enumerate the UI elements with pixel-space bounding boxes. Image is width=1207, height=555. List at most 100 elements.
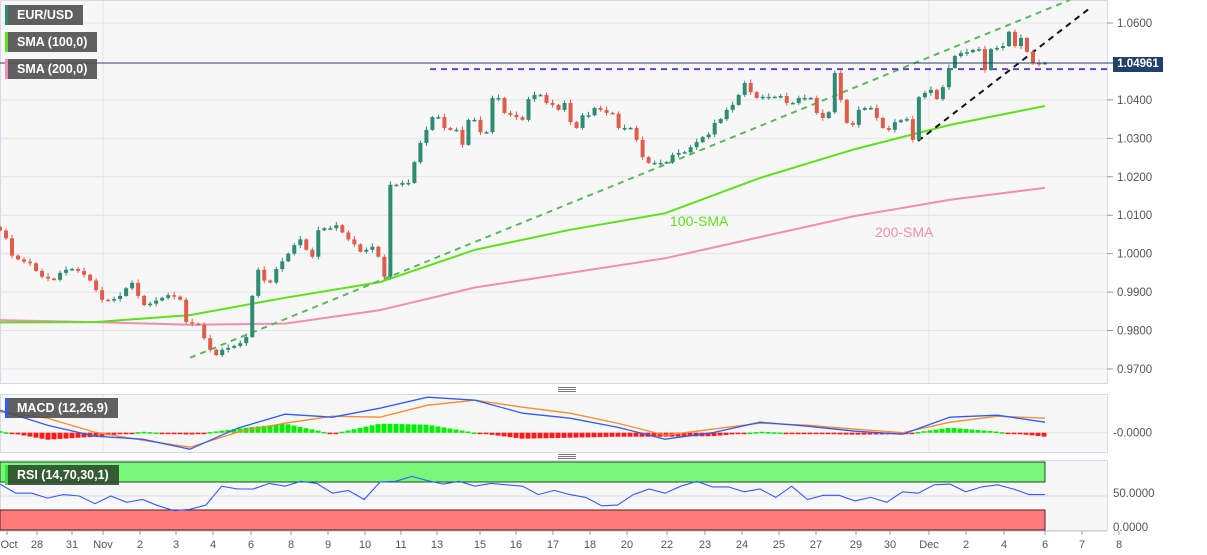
- candle-up: [772, 96, 777, 99]
- macd-histogram-bar-positive: [303, 428, 309, 433]
- legend-sma200[interactable]: SMA (200,0): [5, 59, 98, 79]
- legend-rsi[interactable]: RSI (14,70,30,1): [5, 465, 119, 485]
- price-tick-label: 1.0600: [1117, 18, 1152, 30]
- candle-up: [694, 142, 699, 148]
- macd-histogram-bar-negative: [93, 432, 99, 437]
- candle-up: [538, 94, 543, 97]
- candle-up: [70, 269, 75, 271]
- macd-histogram-bar-positive: [225, 429, 231, 433]
- macd-histogram-bar-positive: [411, 424, 417, 433]
- date-tick-label: 24: [736, 539, 748, 551]
- macd-histogram-bar-negative: [117, 432, 123, 435]
- macd-histogram-bar-negative: [909, 432, 915, 435]
- macd-histogram-bar-positive: [357, 427, 363, 433]
- candle-up: [718, 119, 723, 123]
- candle-down: [34, 263, 39, 271]
- macd-histogram-bar-negative: [717, 432, 723, 436]
- candle-down: [10, 238, 15, 256]
- candle-up: [862, 107, 867, 110]
- candle-down: [1012, 31, 1017, 47]
- macd-histogram-bar-positive: [405, 424, 411, 433]
- legend-symbol[interactable]: EUR/USD: [5, 5, 84, 25]
- date-tick-label: 11: [395, 539, 406, 551]
- legend-macd[interactable]: MACD (12,26,9): [5, 398, 118, 418]
- macd-histogram-bar-negative: [855, 432, 861, 435]
- macd-histogram-bar-negative: [507, 432, 513, 438]
- date-tick-label: 4: [1001, 539, 1007, 551]
- candle-up: [868, 107, 873, 110]
- candle-up: [466, 119, 471, 145]
- macd-histogram-bar-negative: [807, 432, 813, 435]
- date-tick-label: 8: [1116, 539, 1122, 551]
- macd-histogram-bar-negative: [567, 432, 573, 438]
- macd-histogram-bar-positive: [273, 424, 279, 433]
- macd-histogram-bar-negative: [519, 432, 525, 439]
- macd-histogram-bar-negative: [621, 432, 627, 437]
- macd-histogram-bar-positive: [771, 432, 777, 434]
- macd-histogram-bar-positive: [765, 432, 771, 434]
- macd-histogram-bar-negative: [51, 432, 57, 440]
- macd-histogram-bar-negative: [681, 432, 687, 437]
- candle-down: [508, 112, 513, 115]
- macd-histogram-bar-positive: [441, 427, 447, 433]
- candle-down: [574, 122, 579, 128]
- candle-up: [628, 127, 633, 130]
- date-tick-label: 2: [137, 539, 143, 551]
- candle-up: [112, 298, 117, 301]
- legend-sma100[interactable]: SMA (100,0): [5, 32, 98, 52]
- macd-histogram-bar-negative: [111, 432, 117, 435]
- macd-histogram-bar-negative: [171, 432, 177, 435]
- macd-histogram-bar-negative: [165, 432, 171, 435]
- macd-histogram-bar-negative: [795, 432, 801, 435]
- candle-down: [820, 112, 825, 118]
- legend-rsi-label: RSI (14,70,30,1): [17, 468, 109, 482]
- candle-up: [922, 92, 927, 98]
- macd-histogram-bar-negative: [705, 432, 711, 437]
- candle-up: [130, 282, 135, 289]
- macd-histogram-bar-positive: [255, 426, 261, 433]
- candle-up: [706, 134, 711, 138]
- macd-histogram-bar-positive: [939, 428, 945, 433]
- macd-histogram-bar-negative: [549, 432, 555, 439]
- macd-histogram-bar-negative: [789, 432, 795, 435]
- candle-down: [52, 278, 57, 281]
- candle-down: [1024, 37, 1029, 52]
- candle-up: [334, 225, 339, 229]
- candle-up: [328, 228, 333, 230]
- rsi-resize-handle[interactable]: [558, 454, 576, 459]
- candle-up: [298, 239, 303, 246]
- candle-down: [196, 323, 201, 326]
- macd-histogram-bar-negative: [543, 432, 549, 439]
- macd-histogram-bar-positive: [369, 425, 375, 433]
- macd-histogram-bar-positive: [987, 431, 993, 433]
- candle-up: [532, 94, 537, 100]
- candle-up: [454, 129, 459, 132]
- macd-histogram-bar-positive: [417, 424, 423, 433]
- candle-up: [778, 96, 783, 98]
- date-tick-label: 27: [810, 539, 822, 551]
- date-tick-label: 16: [510, 539, 522, 551]
- macd-histogram-bar-negative: [573, 432, 579, 438]
- macd-histogram-bar-negative: [741, 432, 747, 435]
- macd-histogram-bar-negative: [609, 432, 615, 437]
- candle-down: [268, 280, 273, 283]
- macd-histogram-bar-negative: [1017, 432, 1023, 435]
- sma200-color-swatch: [5, 59, 8, 79]
- main-panel: [0, 0, 1108, 384]
- date-tick-label: 4: [210, 539, 216, 551]
- candle-up: [970, 49, 975, 53]
- macd-histogram-bar-positive: [291, 425, 297, 433]
- price-tick-label: 0.9900: [1117, 287, 1152, 299]
- macd-histogram-bar-negative: [627, 432, 633, 437]
- macd-resize-handle[interactable]: [558, 387, 576, 392]
- candle-up: [790, 102, 795, 105]
- candle-down: [850, 122, 855, 125]
- date-tick-label: 8: [288, 539, 294, 551]
- candle-down: [448, 127, 453, 130]
- macd-histogram-bar-positive: [777, 432, 783, 435]
- candle-down: [184, 299, 189, 323]
- macd-histogram-bar-negative: [201, 432, 207, 435]
- candle-up: [160, 297, 165, 301]
- macd-histogram-bar-negative: [81, 432, 87, 438]
